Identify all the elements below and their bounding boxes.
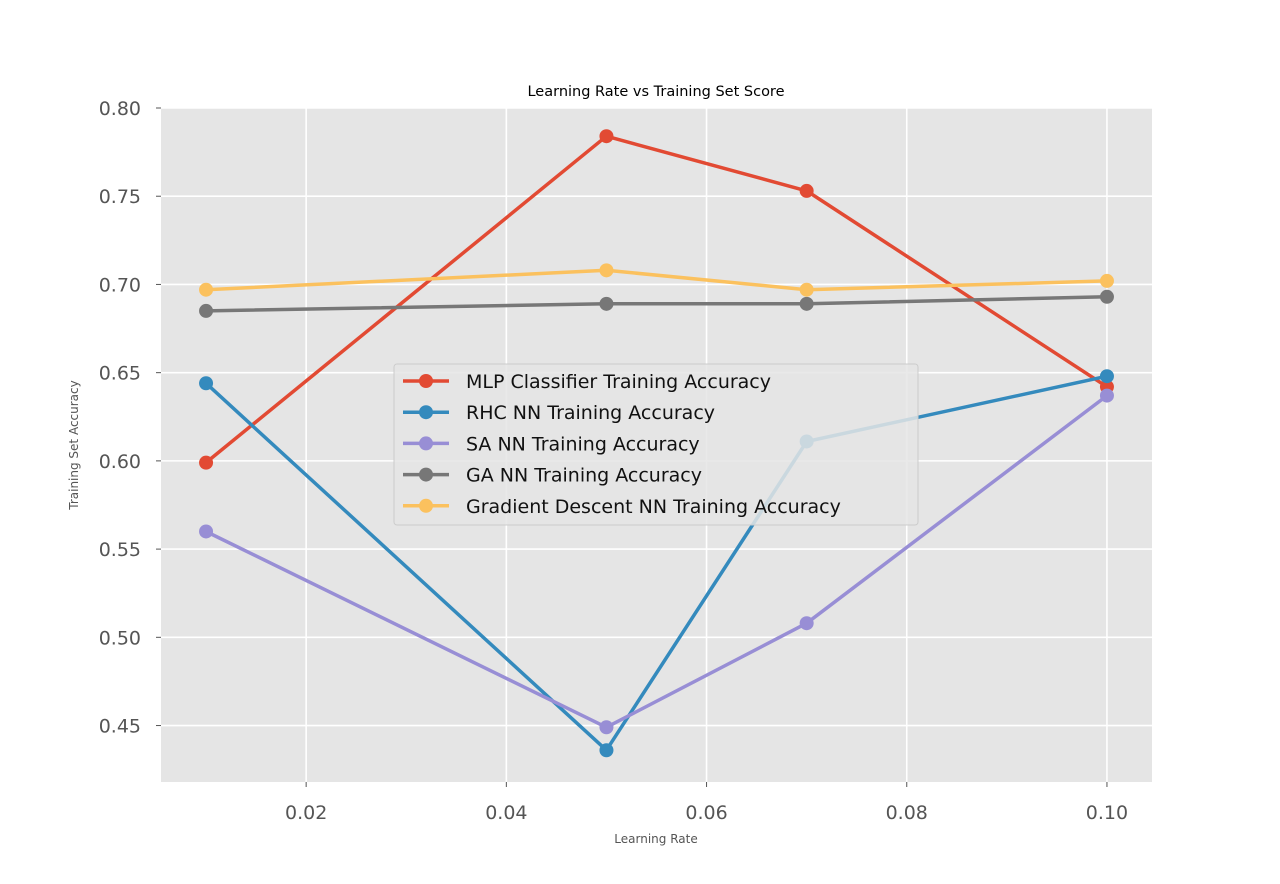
legend-item: GA NN Training Accuracy [403,465,702,487]
data-point [599,720,614,735]
series-line [204,393,1109,730]
y-tick-label: 0.45 [99,716,141,738]
data-point [799,296,814,311]
series-4 [199,263,1114,297]
chart-title: Learning Rate vs Training Set Score [527,84,784,100]
y-tick-label: 0.65 [99,363,141,385]
data-point [599,743,614,758]
legend-label: Gradient Descent NN Training Accuracy [466,496,841,518]
data-point [799,616,814,631]
series-1 [199,369,1114,758]
data-point [199,455,214,470]
legend-label: MLP Classifier Training Accuracy [466,371,771,393]
data-point [599,129,614,144]
data-point [199,282,214,297]
series-layer [199,129,1114,758]
data-point [1099,369,1114,384]
legend-item: RHC NN Training Accuracy [403,402,715,424]
y-tick-label: 0.80 [99,98,141,120]
legend-swatch-marker [419,498,433,513]
legend-label: SA NN Training Accuracy [466,433,700,455]
legend-label: RHC NN Training Accuracy [466,402,715,424]
y-tick-label: 0.75 [99,186,141,208]
series-line [204,374,1109,752]
y-tick-label: 0.50 [99,627,141,649]
legend-item: MLP Classifier Training Accuracy [403,371,771,393]
data-point [599,296,614,311]
data-point [1099,388,1114,403]
legend-swatch-marker [419,436,433,451]
series-line [204,268,1109,292]
x-tick-label: 0.04 [485,802,527,824]
data-point [1099,289,1114,304]
y-axis-label: Training Set Accuracy [67,380,81,510]
data-point [599,263,614,278]
x-tick-label: 0.08 [886,802,928,824]
y-tick-label: 0.55 [99,539,141,561]
x-tick-label: 0.02 [285,802,327,824]
legend-swatch-marker [419,405,433,420]
series-line [204,134,1109,465]
legend: MLP Classifier Training Accuracy RHC NN T… [393,363,919,526]
x-tick-label: 0.06 [685,802,727,824]
x-tick-label: 0.10 [1086,802,1128,824]
axis-ticks: 0.02 0.04 0.06 0.08 0.10 0.45 0.50 0.55 0.60 0.65… [99,98,1128,824]
data-point [199,376,214,391]
series-line [204,295,1109,313]
y-tick-label: 0.70 [99,274,141,296]
legend-swatch-marker [419,374,433,388]
data-point [1099,273,1114,288]
legend-label: GA NN Training Accuracy [466,465,702,487]
data-point [199,303,214,318]
data-point [199,524,214,539]
legend-item: Gradient Descent NN Training Accuracy [403,496,841,518]
y-tick-label: 0.60 [99,451,141,473]
x-axis-label: Learning Rate [614,832,697,846]
legend-item: SA NN Training Accuracy [403,433,700,455]
series-3 [199,289,1114,318]
grid [161,107,1152,782]
data-point [799,183,814,198]
legend-box [393,363,919,526]
legend-swatch-marker [419,467,433,482]
data-point [799,282,814,297]
series-2 [199,388,1114,735]
